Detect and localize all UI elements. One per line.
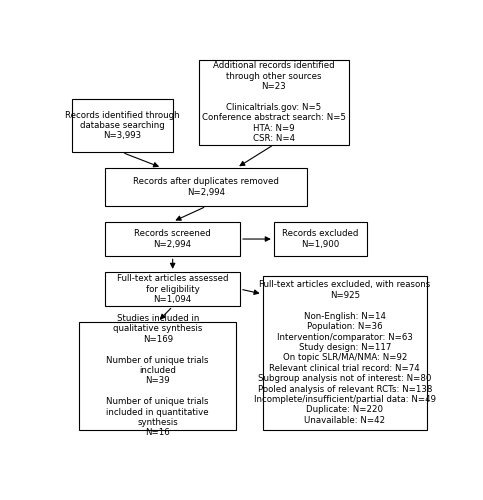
Text: Records after duplicates removed
N=2,994: Records after duplicates removed N=2,994 bbox=[133, 178, 279, 197]
FancyBboxPatch shape bbox=[79, 322, 236, 430]
Text: Records screened
N=2,994: Records screened N=2,994 bbox=[134, 230, 211, 248]
FancyBboxPatch shape bbox=[105, 222, 240, 256]
FancyBboxPatch shape bbox=[274, 222, 367, 256]
Text: Full-text articles excluded, with reasons
N=925

Non-English: N=14
Population: N: Full-text articles excluded, with reason… bbox=[254, 280, 436, 424]
FancyBboxPatch shape bbox=[105, 272, 240, 306]
Text: Additional records identified
through other sources
N=23

Clinicaltrials.gov: N=: Additional records identified through ot… bbox=[202, 62, 346, 143]
FancyBboxPatch shape bbox=[105, 168, 307, 206]
Text: Studies included in
qualitative synthesis
N=169

Number of unique trials
include: Studies included in qualitative synthesi… bbox=[106, 314, 209, 438]
Text: Records excluded
N=1,900: Records excluded N=1,900 bbox=[283, 230, 359, 248]
FancyBboxPatch shape bbox=[263, 276, 427, 430]
Text: Records identified through
database searching
N=3,993: Records identified through database sear… bbox=[65, 110, 180, 140]
FancyBboxPatch shape bbox=[199, 60, 349, 144]
Text: Full-text articles assessed
for eligibility
N=1,094: Full-text articles assessed for eligibil… bbox=[117, 274, 228, 304]
FancyBboxPatch shape bbox=[71, 98, 173, 152]
